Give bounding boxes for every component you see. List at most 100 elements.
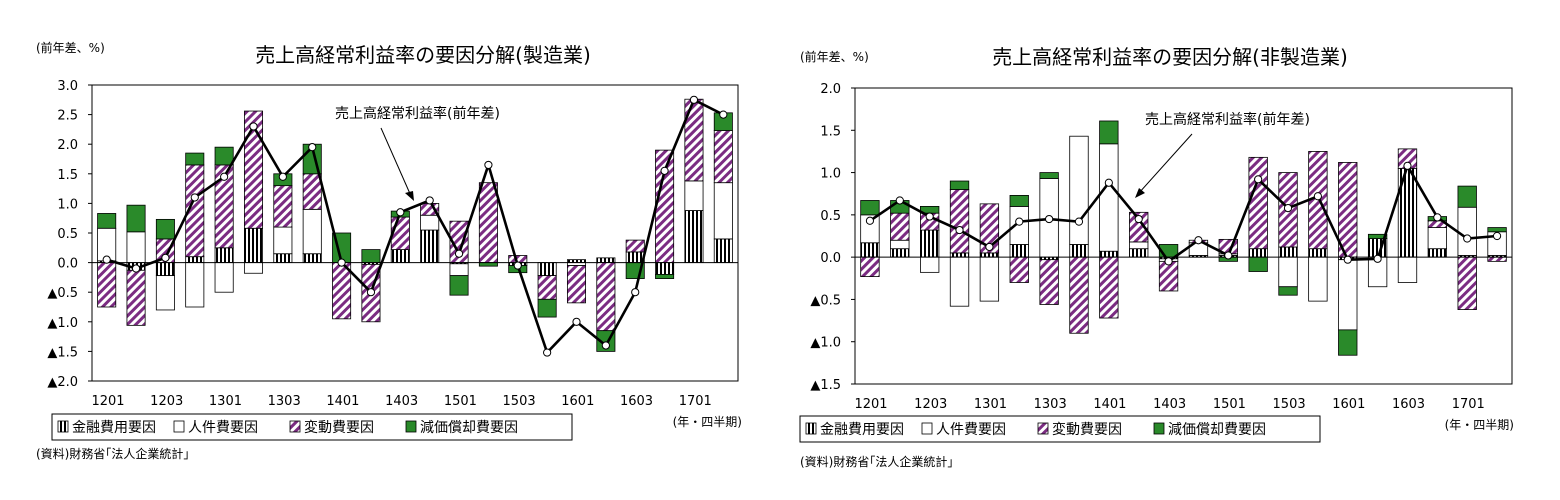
depreciation-bar [860, 200, 880, 216]
legend-swatch [289, 420, 301, 433]
x-tick-label: 1203 [150, 394, 183, 409]
depreciation-bar [537, 298, 557, 318]
legend: 金融費用要因 人件費要因 変動費要因 減価償却費要因 [799, 415, 1321, 443]
finance-bar [1248, 248, 1268, 258]
x-tick-label: 1603 [620, 394, 653, 409]
chart-title: 売上高経常利益率の要因分解(製造業) [255, 43, 591, 67]
finance-bar [713, 238, 733, 263]
labor-bar [920, 256, 940, 273]
legend-frame [51, 413, 573, 441]
legend-label: 金融費用要因 [72, 420, 156, 436]
legend-label: 減価償却費要因 [420, 419, 518, 436]
y-tick-label: ▲0.5 [810, 293, 841, 308]
y-ticks: 3.0 2.5 2.0 1.5 1.0 0.5 0.0 ▲0.5 ▲1.0 ▲1.5 ▲2.0 [47, 79, 92, 390]
labor-bar [979, 256, 1000, 302]
variable-bar [537, 275, 557, 300]
profit-ratio-point [601, 341, 610, 350]
y-tick-label: 2.5 [57, 109, 78, 124]
annotation-arrowhead [1135, 188, 1145, 198]
profit-ratio-point [131, 264, 141, 273]
profit-ratio-point [278, 172, 287, 181]
x-tick-label: 1503 [503, 394, 536, 409]
profit-ratio-point [1492, 231, 1502, 241]
labor-bar [1099, 143, 1119, 252]
depreciation-bar [478, 262, 498, 267]
x-tick-label: 1301 [209, 394, 242, 409]
finance-bar [302, 253, 322, 264]
finance-bar [596, 257, 616, 264]
x-tick-label: 1501 [444, 394, 477, 409]
y-tick-label: 3.0 [57, 79, 78, 94]
depreciation-bar [1099, 120, 1119, 145]
plot-frame [91, 84, 739, 382]
labor-bar [1427, 227, 1447, 250]
profit-ratio-point [1134, 214, 1143, 224]
labor-bar [420, 214, 440, 231]
variable-bar [1099, 256, 1119, 319]
variable-bar [684, 98, 704, 182]
source-note: (資料)財務省｢法人企業統計｣ [800, 454, 953, 469]
profit-ratio-point [161, 253, 170, 262]
depreciation-bar [214, 146, 234, 166]
x-tick-label: 1201 [91, 394, 124, 409]
labor-bar [1338, 259, 1358, 331]
legend-swatch [1037, 422, 1049, 435]
variable-bar [890, 212, 910, 241]
labor-bar [302, 208, 322, 255]
depreciation-bar [1487, 227, 1507, 233]
variable-bar [949, 189, 970, 254]
variable-bar [243, 110, 264, 229]
labor-bar [1308, 256, 1328, 302]
labor-bar [449, 263, 469, 277]
depreciation-bar [185, 152, 205, 166]
variable-bar [625, 239, 645, 253]
profit-ratio-point [572, 317, 581, 326]
x-axis-unit-label: (年・四半期) [673, 415, 742, 429]
profit-ratio-point [1403, 161, 1412, 170]
depreciation-bar [361, 249, 381, 264]
y-ticks: 2.0 1.5 1.0 0.5 0.0 ▲0.5 ▲1.0 ▲1.5 [810, 82, 855, 393]
profit-ratio-point [220, 172, 229, 181]
finance-bar [860, 242, 880, 258]
finance-bar [949, 252, 970, 258]
finance-bar [890, 248, 910, 258]
profit-ratio-point [631, 288, 640, 297]
variable-bar [860, 256, 880, 277]
profit-ratio-point [249, 122, 258, 131]
y-tick-label: ▲1.0 [47, 316, 78, 331]
finance-bar [1427, 248, 1447, 258]
profit-ratio-point [955, 225, 964, 235]
profit-ratio-point [689, 95, 699, 104]
x-tick-label: 1701 [1452, 397, 1485, 412]
x-tick-label: 1603 [1392, 397, 1425, 412]
variable-bar [1129, 211, 1149, 243]
bars [860, 120, 1507, 356]
profit-ratio-point [396, 208, 405, 217]
labor-bar [214, 262, 234, 293]
finance-bar [185, 256, 205, 263]
x-tick-label: 1303 [1034, 397, 1067, 412]
x-tick-label: 1301 [974, 397, 1007, 412]
depreciation-bar [1248, 256, 1268, 272]
legend-label: 変動費要因 [1052, 421, 1122, 438]
finance-bar [1278, 246, 1298, 258]
depreciation-bar [1039, 172, 1059, 179]
variable-bar [1158, 260, 1179, 292]
x-ticks: 1201 1203 1301 1303 1401 1403 1501 1503 1601 1603… [854, 397, 1484, 412]
legend-swatch [921, 422, 933, 435]
depreciation-bar [1367, 233, 1388, 239]
labor-bar [126, 231, 146, 263]
y-axis-unit-label: (前年差、%) [36, 40, 105, 55]
profit-ratio-point [1074, 217, 1084, 226]
finance-bar [1308, 248, 1328, 258]
finance-bar [1129, 248, 1149, 258]
y-tick-label: 2.0 [820, 82, 841, 97]
x-tick-label: 1303 [268, 394, 301, 409]
depreciation-bar [949, 180, 970, 190]
legend-swatch [57, 420, 69, 433]
annotation-arrow [1138, 133, 1193, 194]
legend-swatch [173, 420, 185, 433]
x-tick-label: 1401 [1093, 397, 1126, 412]
depreciation-bar [97, 213, 117, 229]
